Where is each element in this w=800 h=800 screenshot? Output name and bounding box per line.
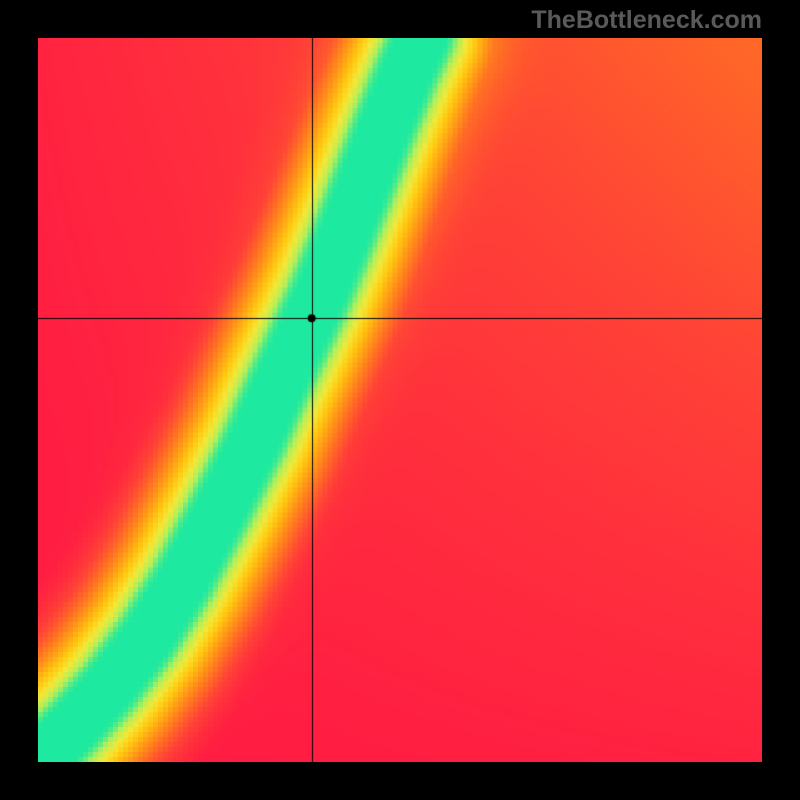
crosshair-overlay bbox=[38, 38, 762, 762]
watermark-text: TheBottleneck.com bbox=[531, 6, 762, 35]
chart-container: TheBottleneck.com bbox=[0, 0, 800, 800]
